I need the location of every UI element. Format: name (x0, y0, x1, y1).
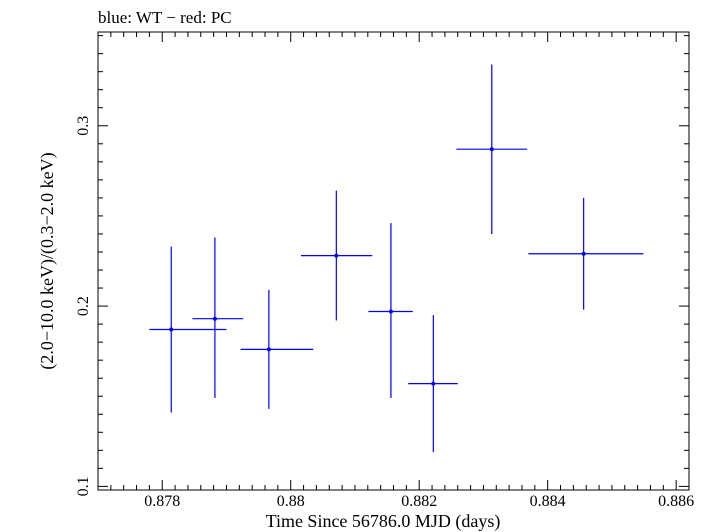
data-point (528, 197, 644, 310)
x-tick-label: 0.886 (658, 493, 694, 510)
x-tick-label: 0.878 (144, 493, 180, 510)
y-axis-label: (2.0−10.0 keV)/(0.3−2.0 keV) (37, 152, 58, 369)
y-tick-label: 0.1 (75, 476, 92, 496)
x-axis-label: Time Since 56786.0 MJD (days) (266, 511, 501, 532)
x-tick-label: 0.882 (401, 493, 437, 510)
data-marker (581, 251, 586, 256)
data-point (192, 237, 244, 399)
x-axis: 0.878 0.88 0.882 0.884 0.886 (97, 32, 694, 510)
data-point (300, 190, 373, 321)
y-tick-label: 0.2 (75, 296, 92, 316)
data-marker (431, 381, 436, 386)
x-tick-label: 0.88 (277, 493, 305, 510)
data-point (408, 315, 458, 453)
data-point (368, 223, 413, 399)
data-marker (212, 316, 217, 321)
data-point (456, 64, 528, 234)
plot-frame (97, 31, 690, 491)
data-point (149, 246, 227, 413)
chart-title: blue: WT − red: PC (98, 8, 232, 27)
x-tick-label: 0.884 (530, 493, 566, 510)
data-marker (388, 309, 393, 314)
data-marker (266, 347, 271, 352)
data-marker (334, 253, 339, 258)
y-tick-label: 0.3 (75, 116, 92, 136)
data-point (240, 289, 314, 409)
data-marker (169, 327, 174, 332)
y-axis: 0.1 0.2 0.3 (75, 35, 689, 496)
data-marker (489, 147, 494, 152)
data-series (149, 64, 644, 453)
